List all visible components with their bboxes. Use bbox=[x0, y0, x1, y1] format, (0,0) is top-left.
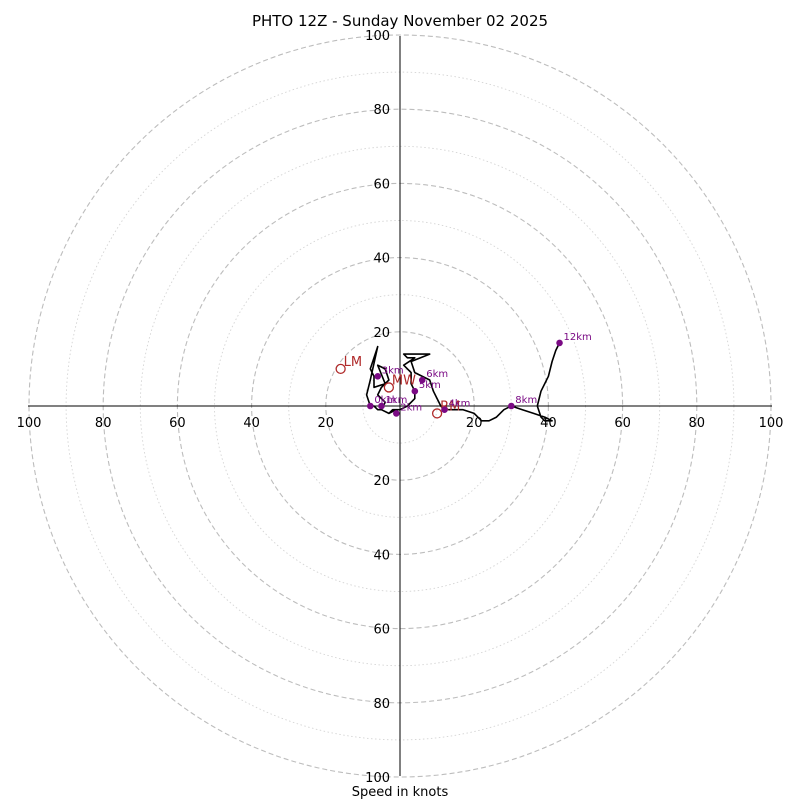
height-label-3km: 3km bbox=[382, 365, 404, 376]
height-label-2km: 2km bbox=[400, 402, 422, 413]
height-marker-0km bbox=[367, 402, 374, 410]
tick-label-bottom: 40 bbox=[373, 548, 390, 563]
vector-label-lm: LM bbox=[344, 355, 362, 370]
height-label-1km: 1km bbox=[385, 395, 407, 406]
tick-label-bottom: 60 bbox=[373, 623, 390, 638]
height-marker-6km bbox=[418, 376, 426, 384]
chart-title: PHTO 12Z - Sunday November 02 2025 bbox=[252, 12, 548, 30]
tick-label-bottom: 20 bbox=[373, 474, 390, 489]
height-marker-2km bbox=[392, 410, 400, 417]
tick-label-top: 20 bbox=[373, 326, 390, 341]
tick-label-right: 60 bbox=[614, 416, 631, 431]
height-marker-12km bbox=[556, 339, 563, 347]
height-marker-1km bbox=[378, 402, 385, 410]
height-label-6km: 6km bbox=[426, 369, 448, 380]
height-label-0km: 0km bbox=[374, 395, 396, 406]
tick-label-right: 80 bbox=[689, 416, 706, 431]
height-label-12km: 12km bbox=[564, 332, 592, 343]
tick-label-left: 80 bbox=[95, 416, 112, 431]
height-marker-8km bbox=[508, 402, 515, 410]
tick-label-top: 40 bbox=[373, 252, 390, 267]
tick-labels: 100 80 60 40 20 20 40 60 80 100204060801002040608… bbox=[17, 29, 784, 786]
vector-marker-mw bbox=[383, 382, 395, 393]
vector-marker-lm bbox=[335, 363, 346, 375]
tick-label-bottom: 80 bbox=[373, 697, 390, 712]
x-axis-label: Speed in knots bbox=[352, 785, 449, 800]
height-marker-5km bbox=[411, 387, 419, 395]
tick-label-top: 100 bbox=[365, 29, 390, 44]
tick-label-left: 60 bbox=[169, 416, 186, 431]
height-label-4km: 4km bbox=[449, 399, 471, 410]
tick-label-left: 40 bbox=[243, 416, 260, 431]
height-label-5km: 5km bbox=[419, 380, 441, 391]
tick-label-right: 20 bbox=[466, 416, 483, 431]
tick-label-left: 100 bbox=[17, 416, 42, 431]
tick-label-top: 60 bbox=[373, 177, 390, 192]
vector-label-mw: MW bbox=[392, 373, 416, 388]
vector-marker-rm bbox=[431, 408, 443, 419]
tick-label-left: 20 bbox=[318, 416, 335, 431]
tick-label-bottom: 100 bbox=[365, 771, 390, 786]
height-label-8km: 8km bbox=[515, 395, 537, 406]
tick-label-top: 80 bbox=[373, 103, 390, 118]
hodograph-trace bbox=[365, 342, 561, 422]
height-marker-3km bbox=[374, 373, 382, 380]
tick-label-right: 100 bbox=[759, 416, 784, 431]
height-marker-4km bbox=[441, 406, 448, 414]
